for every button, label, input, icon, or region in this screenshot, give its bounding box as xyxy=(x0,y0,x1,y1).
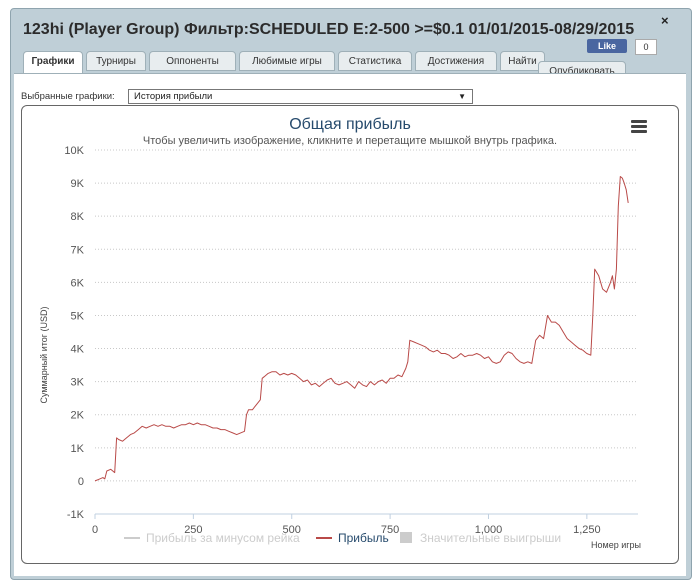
legend-item[interactable]: Прибыль за минусом рейка xyxy=(124,531,300,545)
legend-item[interactable]: Прибыль xyxy=(316,531,389,545)
legend-label: Прибыль xyxy=(338,531,389,545)
x-axis-label: Номер игры xyxy=(591,540,641,550)
y-tick-label: 10K xyxy=(64,145,84,157)
like-label: Like xyxy=(597,41,616,51)
y-tick-label: 7K xyxy=(71,244,85,256)
profit-chart[interactable]: Общая прибыль Чтобы увеличить изображени… xyxy=(21,105,679,564)
facebook-like-button[interactable]: Like xyxy=(587,39,627,53)
close-icon[interactable]: × xyxy=(661,13,669,28)
y-tick-label: 0 xyxy=(78,476,84,488)
y-tick-label: 9K xyxy=(71,178,85,190)
x-tick-label: 1,000 xyxy=(475,524,503,536)
x-tick-label: 750 xyxy=(381,524,399,536)
y-tick-label: 1K xyxy=(71,443,85,455)
x-tick-label: 250 xyxy=(184,524,202,536)
like-count: 0 xyxy=(635,39,657,55)
x-tick-label: 1,250 xyxy=(573,524,601,536)
report-window: 123hi (Player Group) Фильтр:SCHEDULED E:… xyxy=(10,8,692,580)
chart-subtitle: Чтобы увеличить изображение, кликните и … xyxy=(143,135,557,147)
tab-statistics[interactable]: Статистика xyxy=(338,51,412,71)
legend-box-marker xyxy=(400,532,412,543)
legend-item[interactable]: Значительные выигрыши xyxy=(400,531,561,545)
chart-selector-label: Выбранные графики: xyxy=(21,91,115,102)
legend-label: Прибыль за минусом рейка xyxy=(146,531,300,545)
chart-selector[interactable]: История прибыли ▼ xyxy=(128,89,473,104)
x-tick-label: 0 xyxy=(92,524,98,536)
y-tick-label: 5K xyxy=(71,310,85,322)
window-title: 123hi (Player Group) Фильтр:SCHEDULED E:… xyxy=(23,21,635,38)
legend-label: Значительные выигрыши xyxy=(420,531,561,545)
tab-achievements[interactable]: Достижения xyxy=(415,51,497,71)
chart-title: Общая прибыль xyxy=(289,116,411,133)
y-tick-label: 4K xyxy=(71,344,85,356)
chart-svg[interactable]: Общая прибыль Чтобы увеличить изображени… xyxy=(22,106,678,563)
tab-opponents[interactable]: Оппоненты xyxy=(149,51,236,71)
y-tick-label: 8K xyxy=(71,211,85,223)
tab-favorite-games[interactable]: Любимые игры xyxy=(239,51,335,71)
y-axis-label: Суммарный итог (USD) xyxy=(39,306,49,403)
tab-charts[interactable]: Графики xyxy=(23,51,83,74)
series-line-profit[interactable] xyxy=(94,176,629,482)
chart-menu-icon[interactable] xyxy=(631,120,647,133)
chart-selector-value: История прибыли xyxy=(134,91,213,102)
tab-tournaments[interactable]: Турниры xyxy=(86,51,146,71)
chevron-down-icon: ▼ xyxy=(458,92,466,101)
y-tick-label: 3K xyxy=(71,377,85,389)
x-tick-label: 500 xyxy=(283,524,301,536)
charts-panel: Выбранные графики: История прибыли ▼ Общ… xyxy=(14,73,686,576)
y-tick-label: -1K xyxy=(67,509,85,521)
y-tick-label: 2K xyxy=(71,410,85,422)
y-tick-label: 6K xyxy=(71,277,85,289)
